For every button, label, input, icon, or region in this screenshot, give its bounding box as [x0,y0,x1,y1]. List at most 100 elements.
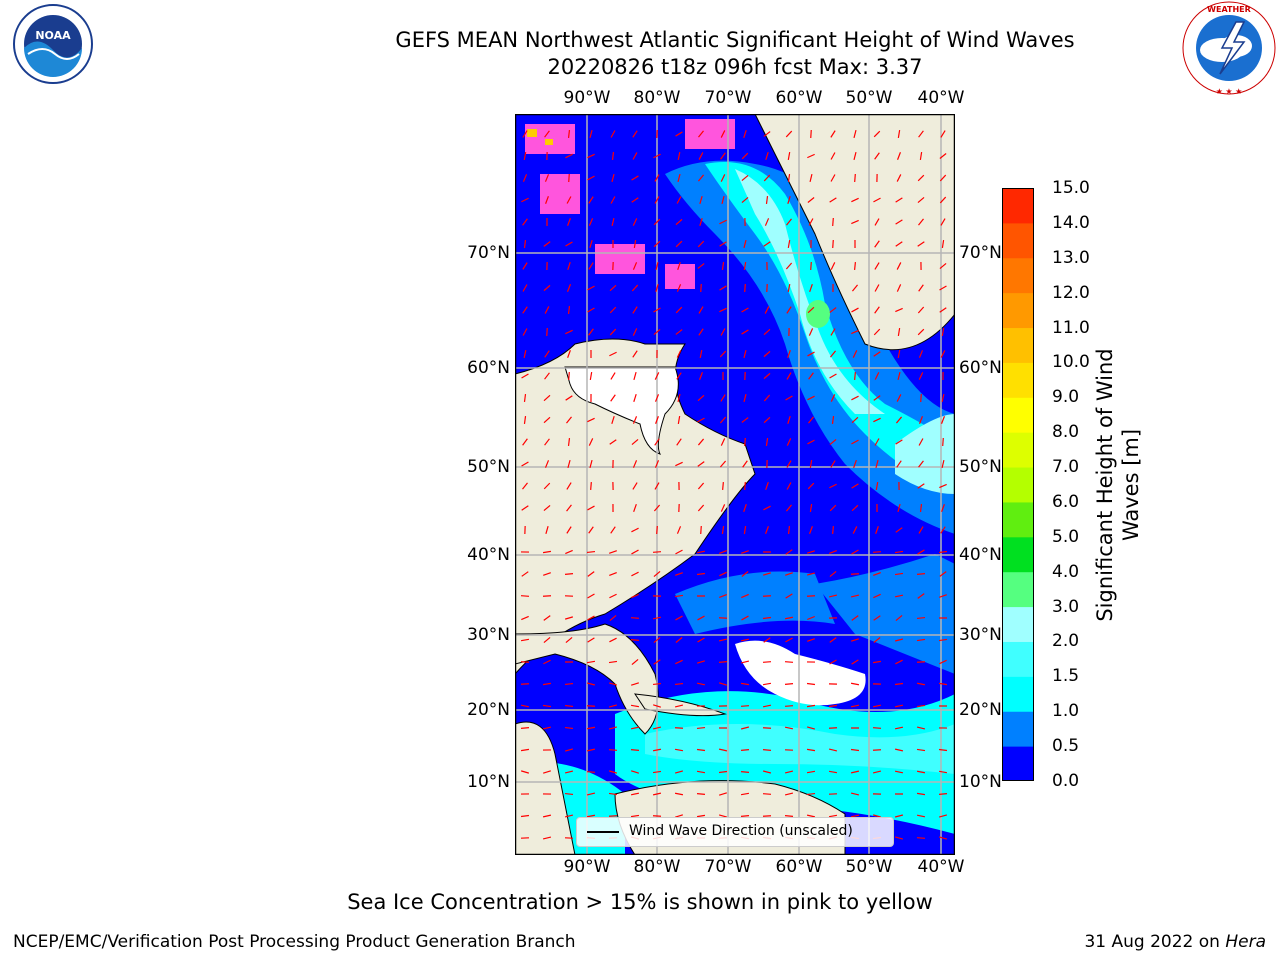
colorbar-tick-label: 6.0 [1052,491,1080,512]
wind-arrow [786,482,792,490]
wind-arrow [832,239,834,249]
wind-arrow [697,482,705,490]
wind-arrow [654,196,660,204]
wind-arrow [544,130,550,138]
wind-arrow [609,637,617,643]
wind-arrow [763,350,771,358]
wind-arrow [521,571,529,577]
wind-arrow [696,682,706,686]
wind-arrow [653,153,661,159]
wind-arrow [608,749,618,751]
wind-arrow [674,770,684,774]
wind-arrow [740,682,750,686]
wind-arrow [608,726,618,730]
colorbar-segment [1002,676,1034,712]
wind-arrow [589,459,593,469]
wind-arrow [565,637,573,643]
wind-arrow [565,241,573,247]
wind-arrow [653,328,661,336]
map-frame [515,114,955,855]
wind-arrow [609,328,617,336]
lon-label-80w-bottom: 80°W [633,857,681,877]
wind-arrow [720,328,726,336]
wind-arrow [917,483,925,489]
lon-label-90w-top: 90°W [563,88,611,108]
colorbar-tick-label: 12.0 [1052,282,1090,303]
wind-arrow [675,461,683,467]
wind-arrow [567,305,571,315]
wind-arrow [829,350,837,358]
wind-arrow [521,615,529,621]
wind-arrow [631,284,639,292]
wind-arrow [656,525,658,535]
wind-arrow [740,792,750,796]
wind-arrow [564,792,574,796]
wind-arrow [719,241,727,247]
wind-arrow [850,594,860,598]
wind-arrow [676,196,682,204]
svg-text:WEATHER: WEATHER [1207,5,1251,14]
lon-label-60w-bottom: 60°W [775,857,823,877]
wind-arrow [720,174,726,182]
wind-arrow [522,482,528,490]
wind-arrow [632,460,638,468]
wind-arrow [918,218,924,226]
wind-arrow [632,416,638,424]
wind-arrow [545,525,549,535]
wind-arrow [697,615,705,621]
wind-arrow [809,459,813,469]
wind-arrow [806,814,816,818]
wind-arrow [784,661,794,663]
wind-arrow [897,503,901,513]
wind-arrow [677,393,681,403]
wind-arrow [740,726,750,730]
wind-arrow [763,174,771,182]
wind-arrow [830,152,836,160]
wind-arrow [854,371,856,381]
wind-arrow [916,726,926,730]
wind-arrow [895,659,903,665]
colorbar-segment [1002,327,1034,363]
wind-arrow [544,174,550,182]
wind-arrow [894,638,904,642]
wind-arrow [675,659,683,665]
wind-arrow [719,593,727,599]
colorbar-label-line2: Waves [m] [1119,428,1143,542]
wind-arrow [851,483,859,489]
wind-arrow [765,152,769,160]
wind-arrow [631,593,639,599]
wind-arrow [894,572,904,576]
wind-arrow [542,770,552,774]
wind-arrow [828,704,838,708]
wind-arrow [829,637,837,643]
wind-arrow [655,416,659,424]
wind-arrow [586,550,596,554]
colorbar-tick-label: 1.0 [1052,701,1080,722]
wind-arrow [807,550,815,554]
wind-arrow [894,814,904,818]
wind-arrow [677,262,681,270]
wind-arrow [675,637,683,643]
wind-arrow [654,438,660,446]
colorbar-segment [1002,292,1034,329]
wind-arrow [543,482,551,490]
lat-label-30n-right: 30°N [959,625,1002,645]
wind-arrow [564,770,574,774]
wind-arrow [894,836,904,840]
wind-arrow [853,460,857,468]
greenland-land [754,114,955,351]
wind-arrow [784,770,794,774]
wind-arrow [916,792,926,796]
wind-arrow [938,682,948,686]
run-date: 31 Aug 2022 on Hera [1084,932,1266,952]
wind-arrow [895,439,903,445]
wind-arrow [568,371,570,381]
wind-arrow [543,241,551,247]
wind-arrow [875,459,879,469]
wind-arrow [523,349,527,359]
wind-arrow [807,153,815,159]
wind-arrow [809,173,813,183]
wind-arrow [762,770,772,774]
wind-arrow [918,460,924,468]
wind-arrow [743,504,747,512]
